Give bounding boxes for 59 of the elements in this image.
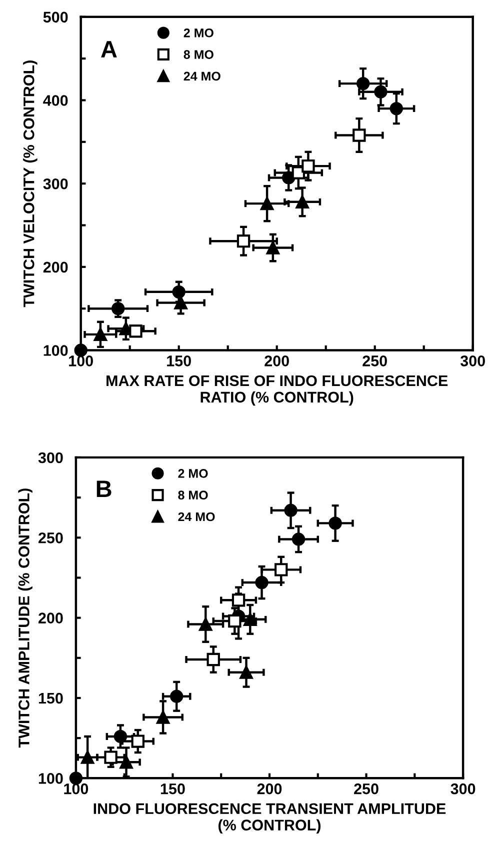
legend-label: 2 MO bbox=[178, 469, 208, 478]
y-tick-label: 200 bbox=[43, 262, 68, 273]
point bbox=[236, 234, 250, 248]
point bbox=[172, 285, 186, 299]
y-tick-label: 150 bbox=[38, 692, 63, 704]
point bbox=[356, 76, 370, 90]
point bbox=[328, 516, 342, 530]
x-tick-label: 200 bbox=[257, 783, 282, 794]
point bbox=[232, 594, 246, 607]
x-axis-title: MAX RATE OF RISE OF INDO FLUORESCENCE RATIO (% CONTROL) bbox=[106, 375, 448, 406]
legend-label: 8 MO bbox=[184, 50, 214, 59]
x-tick-label: 250 bbox=[362, 356, 387, 366]
y-tick-label: 100 bbox=[44, 345, 68, 356]
y-axis-title: TWITCH VELOCITY (% CONTROL) bbox=[23, 60, 38, 308]
y-tick-label: 100 bbox=[38, 773, 63, 784]
point bbox=[255, 576, 268, 590]
point bbox=[296, 195, 309, 209]
point bbox=[292, 532, 306, 546]
y-tick-label: 200 bbox=[38, 612, 63, 624]
x-tick-label: 100 bbox=[69, 356, 93, 366]
x-tick-label: 150 bbox=[160, 783, 185, 794]
point bbox=[94, 328, 108, 342]
point bbox=[260, 196, 274, 210]
x-tick-label: 250 bbox=[354, 783, 378, 794]
point bbox=[284, 504, 298, 517]
x-tick-label: 100 bbox=[64, 783, 88, 794]
point bbox=[302, 159, 315, 173]
point bbox=[274, 563, 288, 576]
legend-label: 8 MO bbox=[178, 490, 208, 500]
point bbox=[129, 324, 142, 338]
y-tick-label: 300 bbox=[38, 452, 63, 464]
point bbox=[80, 750, 94, 764]
point bbox=[390, 102, 404, 116]
point bbox=[352, 128, 366, 142]
point bbox=[206, 652, 220, 666]
point bbox=[170, 690, 184, 703]
y-tick-label: 300 bbox=[43, 178, 68, 190]
x-tick-label: 300 bbox=[460, 356, 485, 366]
point bbox=[244, 612, 257, 626]
annotation: A bbox=[101, 41, 117, 58]
annotation: B bbox=[96, 480, 112, 498]
legend-label: 2 MO bbox=[184, 28, 214, 38]
y-tick-label: 400 bbox=[43, 95, 68, 106]
point bbox=[228, 614, 242, 628]
x-tick-label: 300 bbox=[450, 783, 476, 794]
point bbox=[111, 302, 125, 316]
x-tick-label: 200 bbox=[264, 356, 289, 366]
x-axis-title: INDO FLUORESCENCE TRANSIENT AMPLITUDE (% CONTROL) bbox=[94, 803, 446, 834]
legend-label: 24 MO bbox=[178, 512, 215, 522]
point bbox=[114, 730, 128, 744]
legend-label: 24 MO bbox=[184, 72, 220, 81]
point bbox=[374, 85, 388, 98]
point bbox=[240, 666, 253, 679]
point bbox=[156, 710, 170, 724]
y-tick-label: 250 bbox=[38, 532, 63, 544]
y-tick-label: 500 bbox=[43, 12, 68, 23]
point bbox=[266, 241, 280, 254]
y-axis-title: TWITCH AMPLITUDE (% CONTROL) bbox=[18, 488, 32, 748]
x-tick-label: 150 bbox=[167, 356, 191, 366]
